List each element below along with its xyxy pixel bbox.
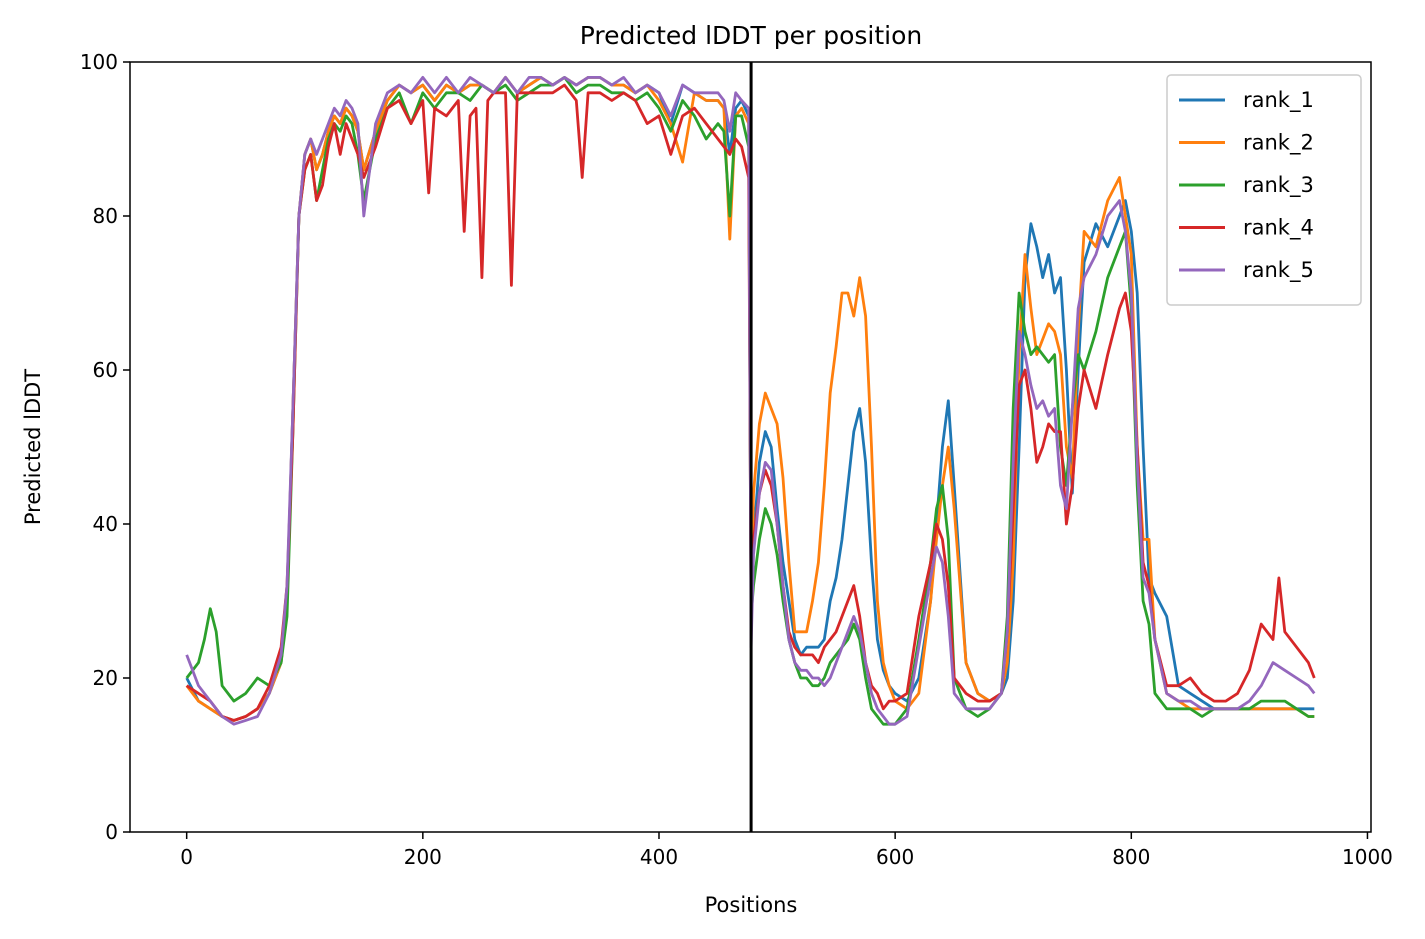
legend-label-rank_5: rank_5 [1243, 258, 1314, 283]
plot-lines [185, 62, 1316, 832]
x-tick-label: 400 [640, 845, 678, 869]
y-tick-label: 20 [93, 666, 118, 690]
x-axis-title: Positions [705, 893, 798, 917]
y-tick-label: 40 [93, 512, 118, 536]
legend-label-rank_4: rank_4 [1243, 216, 1314, 241]
y-tick-label: 0 [105, 820, 118, 844]
legend-label-rank_1: rank_1 [1243, 88, 1314, 113]
axes: 0 200 400 600 800 1000 0 20 40 60 80 100 [80, 50, 1393, 869]
plot-frame [129, 61, 1372, 833]
legend-label-rank_3: rank_3 [1243, 173, 1314, 198]
y-tick-label: 80 [93, 204, 118, 228]
x-tick-label: 200 [404, 845, 442, 869]
y-axis-title: Predicted lDDT [21, 369, 45, 525]
series-line-rank_2 [185, 76, 1315, 722]
y-tick-label: 100 [80, 50, 118, 74]
chart-title: Predicted lDDT per position [580, 21, 922, 50]
series-line-rank_5 [185, 76, 1316, 726]
x-tick-label: 0 [180, 845, 193, 869]
x-tick-label: 1000 [1342, 845, 1393, 869]
legend-box [1166, 74, 1362, 306]
legend: rank_1 rank_2 rank_3 rank_4 rank_5 [1166, 74, 1362, 306]
x-tick-label: 800 [1112, 845, 1150, 869]
y-tick-label: 60 [93, 358, 118, 382]
legend-label-rank_2: rank_2 [1243, 131, 1314, 156]
x-tick-label: 600 [876, 845, 914, 869]
